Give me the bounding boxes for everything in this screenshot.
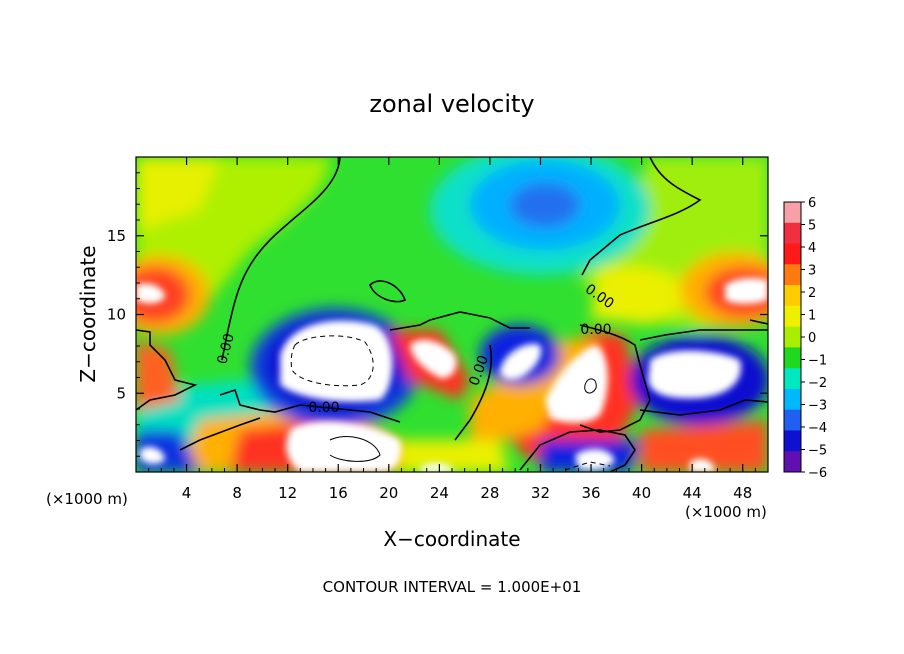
colorbar-swatch [784,243,801,265]
y-axis: 5 10 15 [107,172,768,457]
x-tick-label: 8 [232,484,242,502]
colorbar-label: 2 [808,286,816,301]
colorbar-swatch [784,388,801,411]
heatmap-field [136,157,768,472]
colorbar-label: 4 [808,241,816,256]
colorbar: 6 5 4 3 2 1 0 −1 −2 −3 −4 −5 −6 [783,196,827,481]
contour-label: 0.00 [308,400,339,416]
colorbar-swatch [784,368,801,390]
x-tick-label: 4 [182,484,192,502]
x-axis-label: X−coordinate [383,527,520,551]
x-tick-label: 44 [683,484,702,502]
colorbar-label: 3 [808,264,816,279]
colorbar-label: −1 [808,354,827,369]
y-tick-label: 15 [107,227,126,245]
colorbar-swatch [784,285,801,307]
x-tick-label: 12 [278,484,297,502]
contour-label: 0.00 [214,332,238,366]
colorbar-label: −6 [808,466,827,481]
colorbar-swatch [784,264,801,286]
colorbar-swatch [784,202,801,224]
colorbar-swatch [784,305,801,328]
x-unit-right: (×1000 m) [685,503,767,521]
x-tick-label: 48 [733,484,752,502]
x-axis: 4 8 12 16 20 24 28 32 36 40 44 48 [148,157,756,502]
colorbar-label: 1 [808,309,816,324]
contour-label: 0.00 [580,322,611,338]
colorbar-swatch [784,430,801,452]
colorbar-swatch [784,347,801,369]
colorbar-label: 6 [808,196,816,211]
x-tick-label: 32 [531,484,550,502]
x-tick-label: 20 [379,484,398,502]
x-tick-label: 24 [430,484,449,502]
colorbar-label: 0 [808,331,816,346]
x-tick-label: 36 [581,484,600,502]
x-tick-label: 28 [480,484,499,502]
colorbar-label: −4 [808,421,827,436]
x-tick-label: 16 [329,484,348,502]
y-tick-label: 10 [107,306,126,324]
x-tick-label: 40 [632,484,651,502]
colorbar-label: −2 [808,376,827,391]
x-unit-left: (×1000 m) [46,490,128,508]
colorbar-swatch [784,409,801,431]
colorbar-label: −3 [808,399,827,414]
chart-title: zonal velocity [369,90,534,118]
y-axis-label: Z−coordinate [76,245,100,382]
colorbar-label: 5 [808,219,816,234]
y-tick-label: 5 [116,384,126,402]
colorbar-swatch [784,222,801,245]
contour-interval-note: CONTOUR INTERVAL = 1.000E+01 [323,578,582,596]
colorbar-swatch [784,451,801,473]
colorbar-swatch [784,326,801,348]
colorbar-label: −5 [808,444,827,459]
